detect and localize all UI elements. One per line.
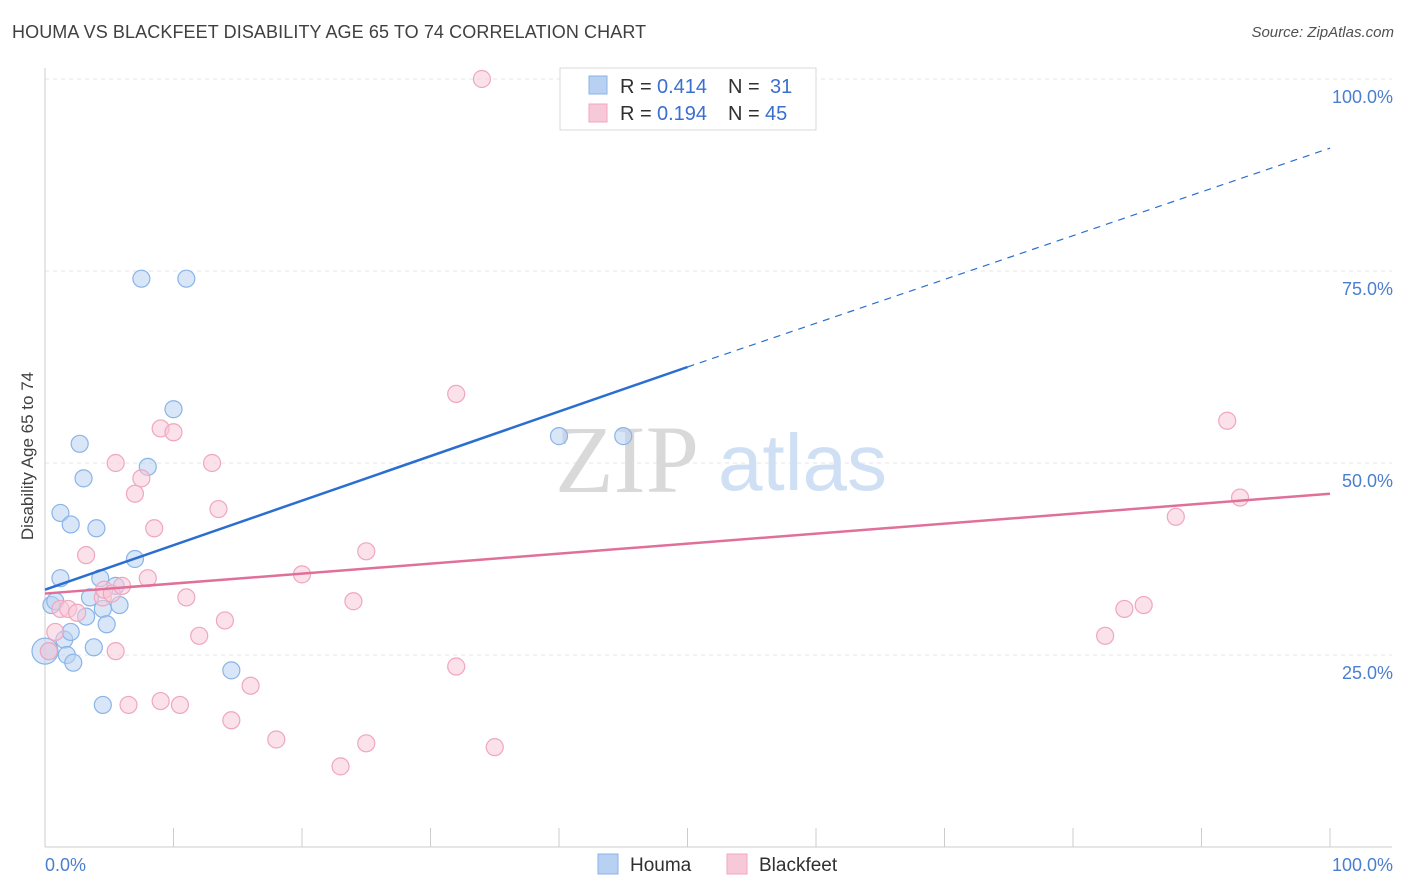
houma-point-28 xyxy=(549,427,569,446)
blackfeet-point-43 xyxy=(1218,411,1237,430)
legend-bottom-houma-swatch xyxy=(597,853,619,875)
blackfeet-point-40 xyxy=(1115,599,1134,619)
legend-houma-r-value: 0.414 xyxy=(657,76,707,98)
houma-point-8 xyxy=(61,515,80,534)
legend-houma-n-value: 31 xyxy=(770,76,792,98)
legend-houma-r-label: R = xyxy=(620,76,652,98)
blackfeet-point-13 xyxy=(125,484,145,503)
blackfeet-trend-line xyxy=(44,492,1331,595)
trend-lines xyxy=(44,147,1331,595)
legend-houma-n-label: N = xyxy=(728,76,760,98)
blackfeet-point-32 xyxy=(357,734,376,753)
houma-point-15 xyxy=(87,519,106,538)
houma-point-9 xyxy=(64,653,83,672)
blackfeet-point-4 xyxy=(68,603,87,622)
blackfeet-point-35 xyxy=(447,384,466,403)
houma-point-19 xyxy=(97,615,116,634)
legend-blackfeet-r-label: R = xyxy=(620,103,652,125)
y-axis-label: Disability Age 65 to 74 xyxy=(18,372,37,540)
houma-point-11 xyxy=(74,469,93,488)
houma-point-26 xyxy=(177,269,196,288)
blackfeet-point-23 xyxy=(202,453,222,473)
blackfeet-point-5 xyxy=(77,546,96,565)
blackfeet-point-20 xyxy=(170,695,190,715)
blackfeet-point-30 xyxy=(331,757,350,776)
blackfeet-point-39 xyxy=(1096,626,1115,645)
blackfeet-point-0 xyxy=(39,642,58,661)
y-tick-label-1: 50.0% xyxy=(1342,471,1393,491)
blackfeet-point-28 xyxy=(267,730,286,749)
y-tick-label-3: 100.0% xyxy=(1332,87,1393,107)
legend-bottom-houma-label: Houma xyxy=(630,855,692,876)
source-label: Source: ZipAtlas.com xyxy=(1251,24,1394,41)
x-tick-labels: 0.0% 100.0% xyxy=(45,855,1393,875)
blackfeet-point-1 xyxy=(46,622,65,642)
blackfeet-point-24 xyxy=(209,499,228,519)
houma-point-10 xyxy=(70,434,89,453)
houma-point-23 xyxy=(132,269,151,288)
x-tick-label-0: 0.0% xyxy=(45,855,86,875)
legend-series: Houma Blackfeet xyxy=(597,853,838,876)
blackfeet-point-34 xyxy=(447,657,466,676)
houma-trend-extension xyxy=(687,147,1331,368)
blackfeet-point-31 xyxy=(344,592,363,611)
houma-point-29 xyxy=(614,427,633,446)
watermark: ZIP atlas xyxy=(555,406,887,513)
blackfeet-point-41 xyxy=(1134,595,1153,615)
gridlines xyxy=(45,78,1392,656)
houma-point-27 xyxy=(222,661,241,680)
blackfeet-point-36 xyxy=(472,69,491,89)
blackfeet-point-42 xyxy=(1166,507,1185,526)
blackfeet-point-19 xyxy=(164,423,183,442)
blackfeet-point-44 xyxy=(1230,488,1250,507)
y-tick-label-0: 25.0% xyxy=(1342,663,1393,683)
legend-blackfeet-r-value: 0.194 xyxy=(657,103,707,125)
blackfeet-point-17 xyxy=(151,691,170,711)
legend-houma-swatch xyxy=(588,75,608,95)
houma-point-4 xyxy=(51,503,70,523)
watermark-zip: ZIP xyxy=(555,406,699,513)
houma-point-7 xyxy=(61,622,80,642)
axes xyxy=(44,68,1392,848)
legend-blackfeet-n-label: N = xyxy=(728,103,760,125)
blackfeet-point-22 xyxy=(190,626,209,645)
legend-blackfeet-swatch xyxy=(588,103,608,123)
legend-blackfeet-n-value: 45 xyxy=(765,103,787,125)
houma-point-25 xyxy=(164,400,183,419)
blackfeet-point-11 xyxy=(106,453,125,473)
houma-trend-line xyxy=(44,365,688,591)
blackfeet-point-16 xyxy=(145,519,164,538)
blackfeet-point-14 xyxy=(132,469,151,488)
chart-title: HOUMA VS BLACKFEET DISABILITY AGE 65 TO … xyxy=(12,22,647,42)
blackfeet-point-37 xyxy=(485,738,504,757)
y-tick-label-2: 75.0% xyxy=(1342,279,1393,299)
blackfeet-point-33 xyxy=(357,542,376,561)
blackfeet-point-25 xyxy=(215,611,234,630)
legend-stats: R = 0.414 N = 31 R = 0.194 N = 45 xyxy=(559,67,817,131)
x-tick-label-1: 100.0% xyxy=(1332,855,1393,875)
blackfeet-point-27 xyxy=(241,676,260,695)
blackfeet-point-9 xyxy=(106,642,125,661)
houma-point-14 xyxy=(84,638,103,657)
houma-point-17 xyxy=(93,695,112,715)
blackfeet-point-21 xyxy=(177,588,196,607)
y-tick-labels: 25.0% 50.0% 75.0% 100.0% xyxy=(1332,87,1393,683)
legend-bottom-blackfeet-label: Blackfeet xyxy=(759,855,838,876)
blackfeet-point-26 xyxy=(222,711,241,730)
legend-bottom-blackfeet-swatch xyxy=(726,853,748,875)
blackfeet-point-12 xyxy=(119,695,138,715)
watermark-atlas: atlas xyxy=(718,418,887,507)
